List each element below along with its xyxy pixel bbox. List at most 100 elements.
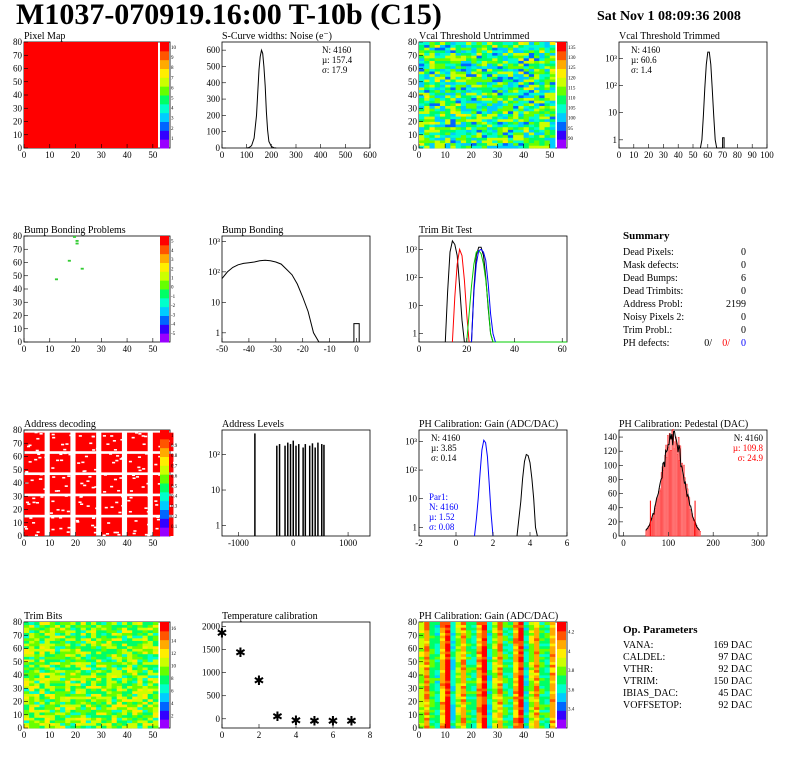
heatmap-cell xyxy=(419,677,425,681)
palette-label: 12 xyxy=(171,652,177,657)
heatmap-cell xyxy=(434,648,441,652)
heatmap-cell xyxy=(518,110,525,114)
heatmap-cell xyxy=(502,627,509,631)
heatmap-cell xyxy=(487,725,493,729)
heatmap-cell xyxy=(466,100,472,104)
heatmap-cell xyxy=(434,667,441,671)
heatmap-cell xyxy=(137,627,143,631)
heatmap-cell xyxy=(439,690,446,694)
heatmap-cell xyxy=(106,624,113,628)
heatmap-cell xyxy=(539,137,545,141)
heatmap-cell xyxy=(528,49,535,53)
heatmap-cell xyxy=(106,672,113,676)
heatmap-cell xyxy=(497,714,504,718)
heatmap-cell xyxy=(528,89,535,93)
heatmap-cell xyxy=(476,49,483,53)
heatmap-cell xyxy=(539,76,545,80)
heatmap-cell xyxy=(513,696,519,700)
heatmap-hole xyxy=(103,474,107,476)
heatmap-cell xyxy=(455,81,462,85)
x-tick-label: 0 xyxy=(417,150,422,160)
heatmap-cell xyxy=(497,142,504,146)
heatmap-cell xyxy=(497,627,504,631)
heatmap-cell xyxy=(419,701,425,705)
heatmap-cell xyxy=(85,643,92,647)
y-tick-label: 40 xyxy=(608,503,618,513)
heatmap-cell xyxy=(54,675,61,679)
heatmap-cell xyxy=(534,60,540,64)
heatmap-cell xyxy=(539,648,545,652)
heatmap-cell xyxy=(476,100,483,104)
heatmap-cell xyxy=(544,145,551,149)
heatmap-cell xyxy=(44,688,51,692)
heatmap-cell xyxy=(539,698,545,702)
heatmap-cell xyxy=(460,632,467,636)
heatmap-cell xyxy=(419,622,425,626)
heatmap-cell xyxy=(60,725,66,729)
heatmap-cell xyxy=(419,709,425,713)
heatmap-cell xyxy=(481,720,488,724)
heatmap-cell xyxy=(523,84,530,88)
heatmap-cell xyxy=(24,682,30,686)
heatmap-cell xyxy=(132,640,138,644)
heatmap-cell xyxy=(513,698,519,702)
heatmap-cell xyxy=(101,645,107,649)
palette-cell xyxy=(160,430,169,440)
heatmap-cell xyxy=(85,722,92,726)
heatmap-cell xyxy=(466,698,472,702)
heatmap-cell xyxy=(439,680,446,684)
x-tick-label: 40 xyxy=(123,344,133,354)
heatmap-cell xyxy=(497,110,504,114)
heatmap-cell xyxy=(549,110,556,114)
heatmap-cell xyxy=(534,648,540,652)
heatmap-cell xyxy=(549,645,556,649)
heatmap-cell xyxy=(121,627,128,631)
heatmap-cell xyxy=(455,725,462,729)
heatmap-cell xyxy=(502,622,509,626)
heatmap-cell xyxy=(445,42,451,46)
heatmap-cell xyxy=(60,624,66,628)
heatmap-cell xyxy=(455,622,462,626)
heatmap-cell xyxy=(54,696,61,700)
y-tick-label: 50 xyxy=(13,271,23,281)
heatmap-cell xyxy=(101,706,107,710)
heatmap-cell xyxy=(34,677,40,681)
heatmap-cell xyxy=(70,648,76,652)
heatmap-cell xyxy=(85,688,92,692)
heatmap-cell xyxy=(127,682,133,686)
y-tick-label: 100 xyxy=(207,127,221,137)
palette-label: 125 xyxy=(568,66,576,71)
heatmap-cell xyxy=(85,680,92,684)
heatmap-cell xyxy=(34,720,40,724)
heatmap-cell xyxy=(424,52,430,56)
heatmap-cell xyxy=(85,706,92,710)
heatmap-cell xyxy=(121,645,128,649)
heatmap-cell xyxy=(439,63,446,67)
heatmap-cell xyxy=(439,688,446,692)
heatmap-cell xyxy=(101,693,107,697)
heatmap-cell xyxy=(476,669,483,673)
palette-label: 14 xyxy=(171,640,177,645)
heatmap-cell xyxy=(476,126,483,130)
heatmap-cell xyxy=(487,675,493,679)
heatmap-cell xyxy=(450,682,457,686)
heatmap-cell xyxy=(450,63,457,67)
heatmap-cell xyxy=(424,698,430,702)
heatmap-cell xyxy=(497,656,504,660)
heatmap-cell xyxy=(497,698,504,702)
heatmap-cell xyxy=(539,637,545,641)
x-tick-label: 4 xyxy=(528,538,533,548)
heatmap-cell xyxy=(513,126,519,130)
heatmap-cell xyxy=(466,645,472,649)
heatmap-cell xyxy=(544,73,551,77)
heatmap-cell xyxy=(539,108,545,112)
heatmap-hole xyxy=(154,500,158,502)
y-tick-label: 50 xyxy=(13,657,23,667)
heatmap-cell xyxy=(424,76,430,80)
heatmap-cell xyxy=(497,704,504,708)
heatmap-cell xyxy=(481,132,488,136)
heatmap-cell xyxy=(54,648,61,652)
heatmap-cell xyxy=(466,725,472,729)
heatmap-cell xyxy=(481,624,488,628)
